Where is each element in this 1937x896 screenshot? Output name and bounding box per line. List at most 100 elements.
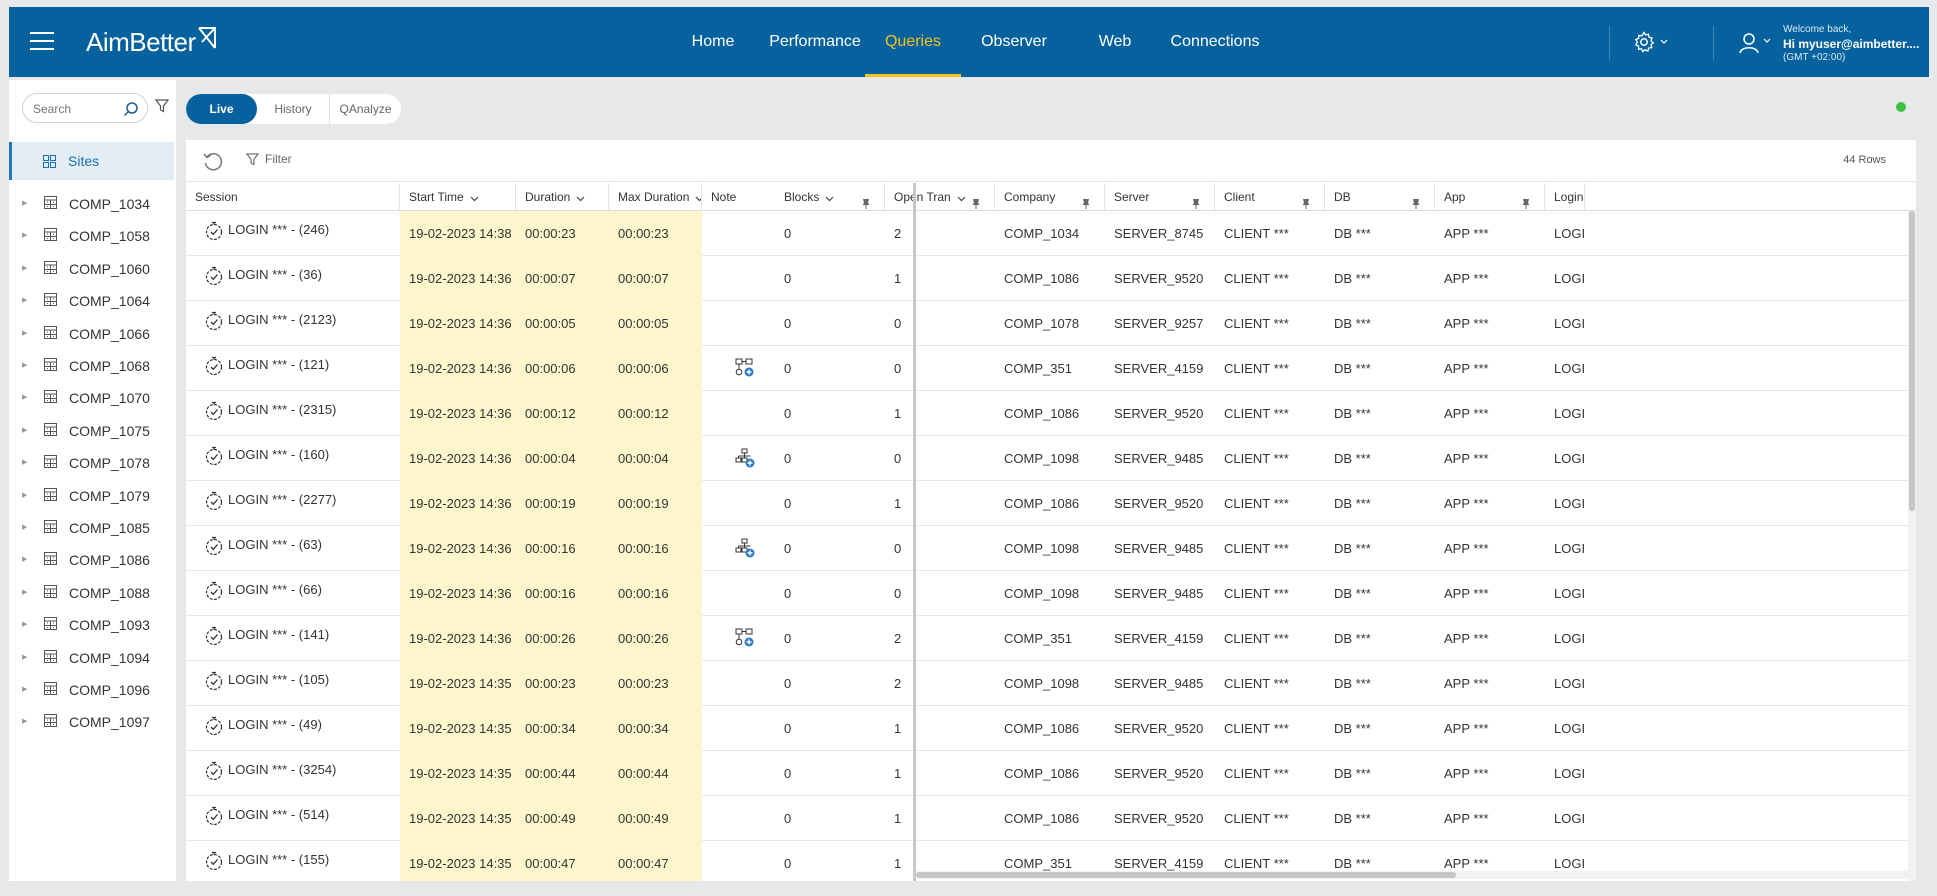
pin-column-button[interactable] [972, 191, 980, 211]
expand-caret-icon[interactable]: ▶ [22, 491, 28, 499]
pin-column-button[interactable] [1412, 191, 1420, 211]
sidebar-item-site[interactable]: ▶ COMP_1066 [9, 314, 174, 354]
nav-connections[interactable]: Connections [1170, 33, 1260, 50]
expand-caret-icon[interactable]: ▶ [22, 686, 28, 693]
expand-caret-icon[interactable]: ▶ [22, 556, 28, 564]
table-row[interactable]: LOGIN *** - (36) 19-02-2023 14:36 00:00:07… [186, 256, 1916, 301]
sidebar-item-site[interactable]: ▶ COMP_1070 [9, 378, 174, 418]
execution-plan-icon[interactable] [735, 358, 755, 378]
sidebar-item-site[interactable]: ▶ COMP_1068 [9, 346, 174, 386]
pin-column-button[interactable] [1522, 191, 1530, 211]
app-logo[interactable]: AimBetter [86, 24, 216, 60]
vertical-scrollbar[interactable] [1908, 211, 1916, 881]
tab-qanalyze[interactable]: QAnalyze [329, 94, 401, 124]
sidebar-item-site[interactable]: ▶ COMP_1096 [9, 670, 174, 710]
table-row[interactable]: LOGIN *** - (160) 19-02-2023 14:36 00:00:0… [186, 436, 1916, 481]
expand-caret-icon[interactable]: ▶ [22, 329, 28, 337]
menu-icon[interactable] [30, 32, 54, 50]
table-row[interactable]: LOGIN *** - (63) 19-02-2023 14:36 00:00:16… [186, 526, 1916, 571]
nav-home[interactable]: Home [691, 33, 735, 50]
expand-caret-icon[interactable]: ▶ [22, 200, 28, 207]
table-row[interactable]: LOGIN *** - (2123) 19-02-2023 14:36 00:00:… [186, 301, 1916, 346]
table-row[interactable]: LOGIN *** - (49) 19-02-2023 14:35 00:00:34… [186, 706, 1916, 751]
expand-caret-icon[interactable]: ▶ [22, 718, 28, 726]
tab-live[interactable]: Live [186, 94, 257, 124]
expand-caret-icon[interactable]: ▶ [22, 459, 28, 467]
table-row[interactable]: LOGIN *** - (246) 19-02-2023 14:38 00:00:2… [186, 211, 1916, 256]
expand-caret-icon[interactable]: ▶ [22, 588, 28, 596]
table-row[interactable]: LOGIN *** - (66) 19-02-2023 14:36 00:00:16… [186, 571, 1916, 616]
sidebar-item-site[interactable]: ▶ COMP_1088 [9, 573, 174, 613]
expand-caret-icon[interactable]: ▶ [22, 264, 28, 272]
expand-caret-icon[interactable]: ▶ [22, 362, 28, 369]
table-row[interactable]: LOGIN *** - (3254) 19-02-2023 14:35 00:00:… [186, 751, 1916, 796]
cell-server: SERVER_9485 [1114, 541, 1204, 556]
sidebar-item-site[interactable]: ▶ COMP_1060 [9, 249, 174, 289]
expand-caret-icon[interactable]: ▶ [22, 297, 28, 305]
sidebar-item-site[interactable]: ▶ COMP_1086 [9, 540, 174, 580]
sidebar-item-site[interactable]: ▶ COMP_1075 [9, 411, 174, 451]
search-input[interactable] [33, 100, 113, 118]
table-row[interactable]: LOGIN *** - (105) 19-02-2023 14:35 00:00:2… [186, 661, 1916, 706]
tab-history[interactable]: History [274, 102, 312, 116]
column-header-app[interactable]: App [1435, 183, 1545, 211]
expand-caret-icon[interactable]: ▶ [22, 653, 28, 661]
filter-button[interactable]: Filter [246, 152, 292, 166]
table-row[interactable]: LOGIN *** - (141) 19-02-2023 14:36 00:00:2… [186, 616, 1916, 661]
table-row[interactable]: LOGIN *** - (2277) 19-02-2023 14:36 00:00:… [186, 481, 1916, 526]
expand-caret-icon[interactable]: ▶ [22, 621, 28, 629]
column-header-server[interactable]: Server [1105, 183, 1215, 211]
search-icon[interactable] [123, 101, 139, 117]
sidebar-item-sites[interactable]: Sites [9, 142, 174, 180]
horizontal-scrollbar[interactable] [916, 871, 1908, 879]
column-header-login[interactable]: Login [1545, 183, 1585, 211]
scrollbar-thumb[interactable] [1909, 211, 1915, 511]
column-header-start[interactable]: Start Time [400, 183, 516, 211]
refresh-icon[interactable] [202, 151, 224, 173]
cell-opentran: 1 [894, 496, 902, 511]
column-header-session[interactable]: Session [186, 183, 400, 211]
pin-column-button[interactable] [1302, 191, 1310, 211]
column-header-opentran[interactable]: Open Tran [885, 183, 995, 211]
column-header-client[interactable]: Client [1215, 183, 1325, 211]
table-row[interactable]: LOGIN *** - (2315) 19-02-2023 14:36 00:00:… [186, 391, 1916, 436]
settings-menu[interactable] [1632, 30, 1672, 54]
column-header-company[interactable]: Company [995, 183, 1105, 211]
column-header-label: Open Tran [894, 190, 951, 204]
expand-caret-icon[interactable]: ▶ [22, 232, 28, 240]
pin-column-button[interactable] [1192, 191, 1200, 211]
expand-caret-icon[interactable]: ▶ [22, 524, 28, 531]
expand-caret-icon[interactable]: ▶ [22, 426, 28, 434]
table-row[interactable]: LOGIN *** - (514) 19-02-2023 14:35 00:00:4… [186, 796, 1916, 841]
sidebar-item-site[interactable]: ▶ COMP_1058 [9, 216, 174, 256]
execution-plan-icon[interactable] [735, 448, 755, 468]
sidebar-item-site[interactable]: ▶ COMP_1097 [9, 702, 174, 742]
pin-column-button[interactable] [1082, 191, 1090, 211]
nav-queries[interactable]: Queries [865, 7, 961, 77]
table-row[interactable]: LOGIN *** - (121) 19-02-2023 14:36 00:00:0… [186, 346, 1916, 391]
filter-icon[interactable] [155, 99, 169, 113]
sidebar-item-site[interactable]: ▶ COMP_1093 [9, 605, 174, 645]
user-menu[interactable]: Welcome back, Hi myuser@aimbetter.... (G… [1739, 24, 1929, 64]
frozen-column-divider[interactable] [913, 183, 916, 881]
sidebar-item-site[interactable]: ▶ COMP_1064 [9, 281, 174, 321]
sidebar-item-site[interactable]: ▶ COMP_1079 [9, 476, 174, 516]
sidebar-item-site[interactable]: ▶ COMP_1078 [9, 443, 174, 483]
sidebar-item-site[interactable]: ▶ COMP_1085 [9, 508, 174, 548]
nav-web[interactable]: Web [1098, 33, 1132, 50]
sidebar-item-site[interactable]: ▶ COMP_1094 [9, 638, 174, 678]
column-header-maxdur[interactable]: Max Duration [609, 183, 702, 211]
table-row[interactable]: LOGIN *** - (155) 19-02-2023 14:35 00:00:4… [186, 841, 1916, 881]
execution-plan-icon[interactable] [735, 538, 755, 558]
column-header-blocks[interactable]: Blocks [775, 183, 885, 211]
column-header-duration[interactable]: Duration [516, 183, 609, 211]
column-header-db[interactable]: DB [1325, 183, 1435, 211]
pin-column-button[interactable] [862, 191, 870, 211]
column-header-note[interactable]: Note [702, 183, 774, 211]
nav-performance[interactable]: Performance [769, 33, 861, 50]
nav-observer[interactable]: Observer [981, 33, 1047, 50]
execution-plan-icon[interactable] [735, 628, 755, 648]
expand-caret-icon[interactable]: ▶ [22, 394, 28, 402]
scrollbar-thumb[interactable] [916, 872, 1456, 878]
sidebar-item-site[interactable]: ▶ COMP_1034 [9, 184, 174, 224]
